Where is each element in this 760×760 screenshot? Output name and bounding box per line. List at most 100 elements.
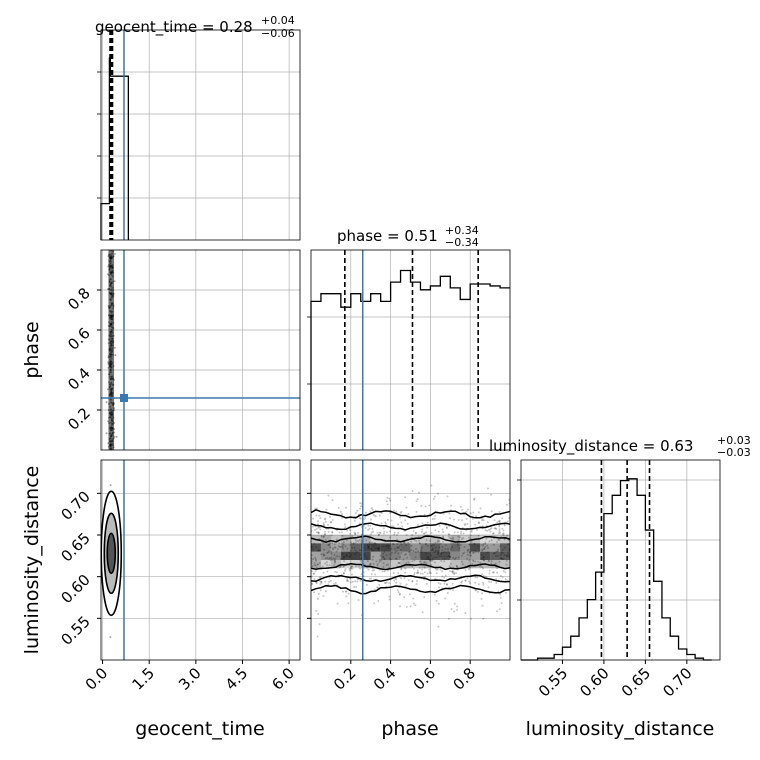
- sample-point: [436, 492, 439, 495]
- sample-point: [490, 560, 493, 563]
- sample-point: [434, 515, 437, 518]
- sample-point: [415, 571, 418, 574]
- sample-point: [442, 536, 445, 539]
- sample-point: [313, 564, 316, 567]
- sample-point: [430, 484, 433, 487]
- sample-point: [465, 510, 468, 513]
- sample-point: [368, 577, 371, 580]
- sample-point: [476, 590, 479, 593]
- sample-point: [327, 530, 330, 533]
- sample-point: [341, 542, 344, 545]
- sample-point: [443, 560, 446, 563]
- sample-point: [378, 514, 381, 517]
- sample-point: [487, 528, 490, 531]
- y-tick-label: 0.70: [57, 487, 93, 523]
- sample-point: [114, 354, 117, 357]
- sample-point: [377, 534, 380, 537]
- density-cell: [450, 560, 461, 569]
- sample-point: [478, 521, 481, 524]
- sample-point: [498, 529, 501, 532]
- density-cell: [311, 551, 321, 560]
- sample-point: [339, 545, 342, 548]
- sample-point: [415, 500, 418, 503]
- sample-point: [451, 589, 454, 592]
- sample-point: [393, 533, 396, 536]
- density-cell: [320, 535, 331, 544]
- sample-point: [322, 522, 325, 525]
- sample-point: [477, 511, 480, 514]
- sample-point: [350, 573, 353, 576]
- sample-point: [388, 536, 391, 539]
- density-cell: [370, 551, 381, 560]
- density-cell: [410, 560, 421, 569]
- sample-point: [494, 527, 497, 530]
- sample-point: [372, 555, 375, 558]
- sample-point: [371, 541, 374, 544]
- sample-point: [368, 541, 371, 544]
- y-tick-label: 0.55: [57, 612, 93, 648]
- sample-point: [369, 518, 372, 521]
- sample-point: [448, 565, 451, 568]
- sample-point: [452, 538, 455, 541]
- sample-point: [324, 518, 327, 521]
- sample-point: [354, 539, 357, 542]
- sample-point: [315, 507, 318, 510]
- sample-point: [315, 566, 318, 569]
- sample-point: [369, 510, 372, 513]
- sample-point: [322, 595, 325, 598]
- sample-point: [327, 494, 330, 497]
- sample-point: [403, 541, 406, 544]
- sample-point: [106, 388, 109, 391]
- sample-point: [373, 568, 376, 571]
- sample-point: [467, 536, 470, 539]
- sample-point: [414, 531, 417, 534]
- sample-point: [415, 547, 418, 550]
- sample-point: [382, 562, 385, 565]
- sample-point: [388, 595, 391, 598]
- sample-point: [400, 568, 403, 571]
- sample-point: [383, 570, 386, 573]
- x-tick-label: 0.6: [410, 664, 440, 694]
- sample-point: [502, 534, 505, 537]
- sample-point: [328, 564, 331, 567]
- sample-point: [477, 521, 480, 524]
- sample-point: [423, 596, 426, 599]
- sample-point: [312, 517, 315, 520]
- sample-point: [359, 505, 362, 508]
- sample-point: [446, 583, 449, 586]
- contour-line: [311, 584, 510, 595]
- sample-point: [470, 530, 473, 533]
- sample-point: [485, 537, 488, 540]
- sample-point: [433, 561, 436, 564]
- sample-point: [433, 495, 436, 498]
- sample-point: [428, 568, 431, 571]
- sample-point: [340, 565, 343, 568]
- sample-point: [419, 572, 422, 575]
- sample-point: [470, 617, 473, 620]
- tick-labels: 0.0 1.5 3.0 4.5 6.0 0.2 0.4 0.6 0.8 0.55 0.60 0.65 0…: [57, 284, 695, 700]
- sample-point: [422, 561, 425, 564]
- sample-point: [473, 498, 476, 501]
- sample-point: [483, 547, 486, 550]
- sample-point: [318, 576, 321, 579]
- sample-point: [490, 510, 493, 513]
- sample-point: [476, 576, 479, 579]
- sample-point: [339, 510, 342, 513]
- sample-point: [322, 535, 325, 538]
- sample-point: [483, 547, 486, 550]
- sample-point: [343, 523, 346, 526]
- density-cell: [340, 551, 351, 560]
- sample-point: [311, 525, 314, 528]
- sample-point: [311, 565, 314, 568]
- density-cell: [330, 543, 341, 552]
- sample-point: [388, 598, 391, 601]
- sample-point: [475, 528, 478, 531]
- sample-point: [404, 567, 407, 570]
- sample-point: [470, 529, 473, 532]
- sample-point: [481, 548, 484, 551]
- sample-point: [349, 581, 352, 584]
- sample-point: [311, 582, 313, 585]
- density-cell: [390, 535, 401, 544]
- sample-point: [397, 572, 400, 575]
- sample-point: [364, 527, 367, 530]
